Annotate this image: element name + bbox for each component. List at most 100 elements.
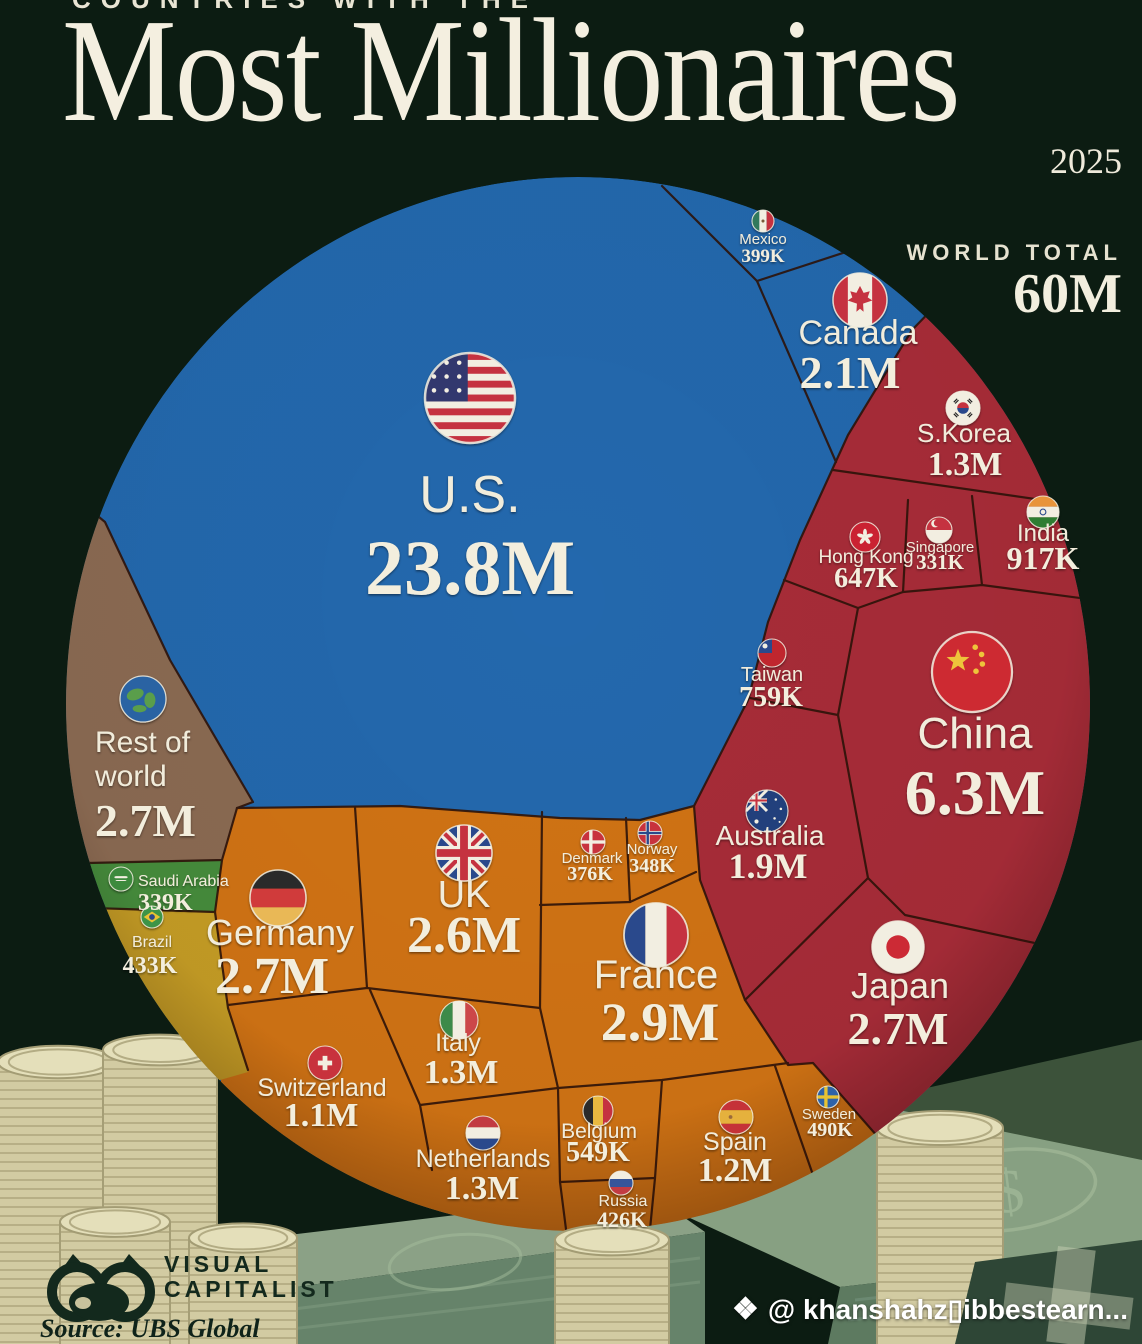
country-name: Rest of world [94,726,191,793]
switzerland-flag-icon [307,1045,343,1081]
country-value: 399K [741,246,785,267]
country-name: Canada [798,314,917,352]
country-value: 331K [916,550,965,574]
country-value: 433K [123,953,178,979]
sweden-flag-icon [816,1085,840,1109]
skorea-flag-icon [945,390,981,426]
spain-flag-icon [718,1099,754,1135]
country-name: Italy [435,1029,481,1057]
country-value: 1.3M [424,1054,499,1091]
footer-brand: VISUAL CAPITALIST [36,1252,338,1302]
country-value: 23.8M [365,524,575,611]
country-value: 1.3M [445,1170,520,1207]
taiwan-flag-icon [757,638,787,668]
brand-line-2: CAPITALIST [164,1275,338,1302]
kicker: COUNTRIES WITH THE [72,0,538,15]
country-name: Mexico [739,231,787,248]
country-value: 759K [739,682,803,713]
cell-label-uk: UK2.6M [407,824,521,964]
country-name: India [1017,520,1070,547]
circle-vignette [66,177,1090,1231]
brand-line-1: VISUAL [164,1251,273,1277]
china-flag-icon [930,630,1014,714]
earth-flag-icon [119,675,167,723]
country-name: Brazil [132,934,172,951]
country-name: Germany [206,912,354,953]
dark-corner [955,1240,1142,1344]
country-name: U.S. [419,466,520,524]
country-name: Switzerland [257,1074,386,1102]
country-value: 917K [1007,540,1080,576]
country-name: Spain [703,1128,767,1156]
brazil-flag-icon [140,905,164,929]
cell-label-brazil: Brazil 433K [123,905,178,979]
country-value: 1.1M [284,1097,359,1134]
country-name: Sweden [802,1106,856,1123]
country-name: Norway [627,841,678,858]
country-value: 6.3M [905,757,1045,828]
singapore-flag-icon [925,516,953,544]
country-name: France [594,953,719,997]
country-labels: U.S.23.8MChina6.3MFrance2.9MGermany2.7MR… [94,209,1080,1232]
uk-flag-icon [435,824,493,882]
country-value: 490K [807,1119,853,1141]
country-name: Taiwan [741,664,803,686]
netherlands-flag-icon [465,1115,501,1151]
russia-flag-icon [608,1170,634,1196]
country-name: Belgium [561,1120,637,1143]
country-name: Singapore [906,539,974,556]
country-value: 339K [138,890,193,916]
italy-flag-icon [439,1000,479,1040]
us-flag-icon [423,351,517,445]
australia-flag-icon [745,789,789,833]
money-illustration-front [59,1206,670,1344]
country-name: UK [438,874,491,916]
hongkong-flag-icon [849,521,881,553]
country-value: 2.7M [215,948,329,1005]
country-name: China [918,709,1033,758]
saudi-flag-icon [108,866,134,892]
norway-flag-icon [637,820,663,846]
country-name: Russia [599,1193,648,1210]
country-name: S.Korea [917,418,1011,448]
country-value: 426K [597,1207,647,1232]
country-value: 647K [834,563,898,594]
country-name: Saudi Arabia [138,873,229,890]
country-name: Hong Kong [818,547,913,568]
country-value: 348K [629,855,675,877]
watermark: ❖ @ khanshahz▯ibbestearn... [732,1292,1128,1327]
belgium-flag-icon [582,1095,614,1127]
world-total-value: 60M [1013,263,1122,325]
voronoi-circle [66,177,1090,1231]
diamond-logo-icon: ❖ [731,1293,759,1326]
germany-flag-icon [249,869,307,927]
japan-flag-icon [871,920,925,974]
country-value: 2.6M [407,907,521,964]
country-value: 1.3M [928,446,1003,483]
france-flag-icon [623,902,689,968]
india-flag-icon [1026,495,1060,529]
watermark-text: @ khanshahz▯ibbestearn... [767,1294,1128,1325]
bill-seal-ornament-2 [387,1232,523,1292]
country-value: 1.9M [729,846,808,886]
source-credit: Source: UBS Global [40,1314,260,1343]
country-value: 2.9M [601,992,719,1052]
